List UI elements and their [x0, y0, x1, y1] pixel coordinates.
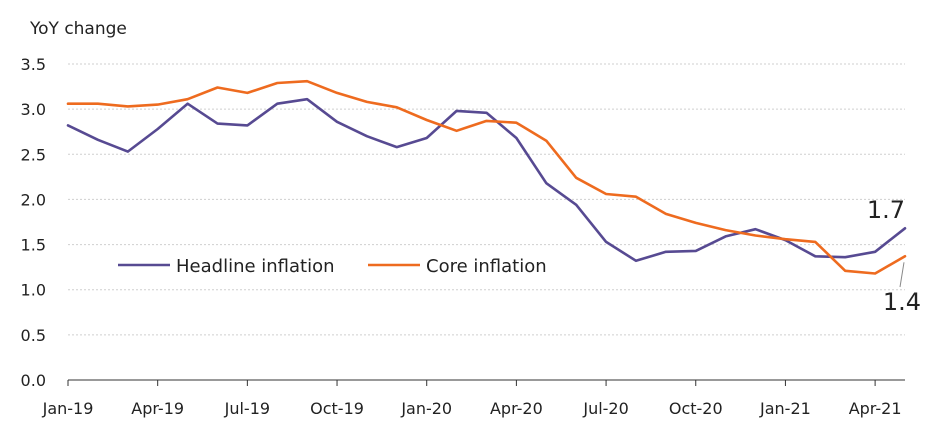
x-axis: [67, 379, 905, 386]
y-tick-label: 3.0: [21, 100, 46, 119]
y-tick-label: 0.5: [21, 326, 46, 345]
series-line-headline-inflation: [66, 97, 907, 263]
x-tick-label: Oct-20: [669, 399, 723, 418]
legend-label: Headline inflation: [176, 256, 335, 277]
y-axis-title: YoY change: [29, 19, 127, 39]
grid-lines: [68, 63, 905, 336]
annotation-leader-line: [899, 262, 905, 288]
y-tick-label: 2.0: [21, 190, 46, 209]
x-tick-label: Apr-19: [131, 399, 184, 418]
x-tick-label: Jul-20: [582, 399, 628, 418]
y-tick-label: 3.5: [21, 55, 46, 74]
legend: Headline inflation Core inflation: [118, 256, 547, 277]
legend-label: Core inflation: [426, 256, 547, 277]
x-tick-label: Jan-20: [400, 399, 452, 418]
end-value-labels: 1.7 1.4: [867, 196, 921, 316]
x-tick-label: Apr-20: [490, 399, 543, 418]
x-tick-label: Apr-21: [849, 399, 902, 418]
y-axis-tick-labels: 0.0 0.5 1.0 1.5 2.0 2.5 3.0 3.5: [21, 55, 46, 390]
x-tick-label: Jan-19: [42, 399, 94, 418]
end-label-core: 1.4: [883, 288, 921, 316]
x-tick-label: Jul-19: [224, 399, 270, 418]
end-label-headline: 1.7: [867, 196, 905, 224]
x-axis-tick-labels: Jan-19 Apr-19 Jul-19 Oct-19 Jan-20 Apr-20 Jul-…: [42, 399, 902, 418]
series-lines: [66, 79, 907, 275]
x-tick-label: Jan-21: [759, 399, 811, 418]
series-line-core-inflation: [66, 79, 907, 275]
x-tick-label: Oct-19: [310, 399, 364, 418]
y-tick-label: 0.0: [21, 371, 46, 390]
y-tick-label: 2.5: [21, 145, 46, 164]
y-tick-label: 1.0: [21, 281, 46, 300]
y-tick-label: 1.5: [21, 236, 46, 255]
